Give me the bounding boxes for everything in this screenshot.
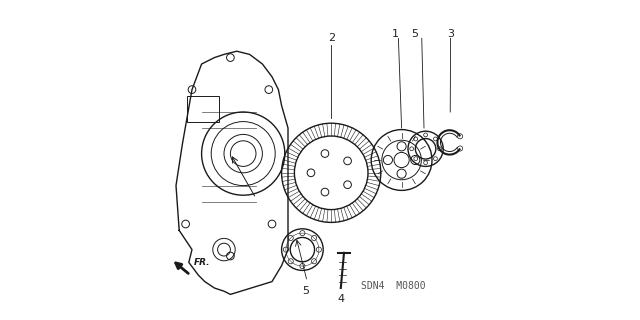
Text: SDN4  M0800: SDN4 M0800 — [362, 281, 426, 292]
Text: 4: 4 — [337, 294, 344, 304]
Text: 1: 1 — [392, 28, 399, 39]
Text: FR.: FR. — [193, 258, 210, 267]
Text: 5: 5 — [411, 28, 418, 39]
Text: 2: 2 — [328, 33, 335, 44]
Text: 3: 3 — [447, 28, 454, 39]
Text: 5: 5 — [302, 286, 309, 296]
